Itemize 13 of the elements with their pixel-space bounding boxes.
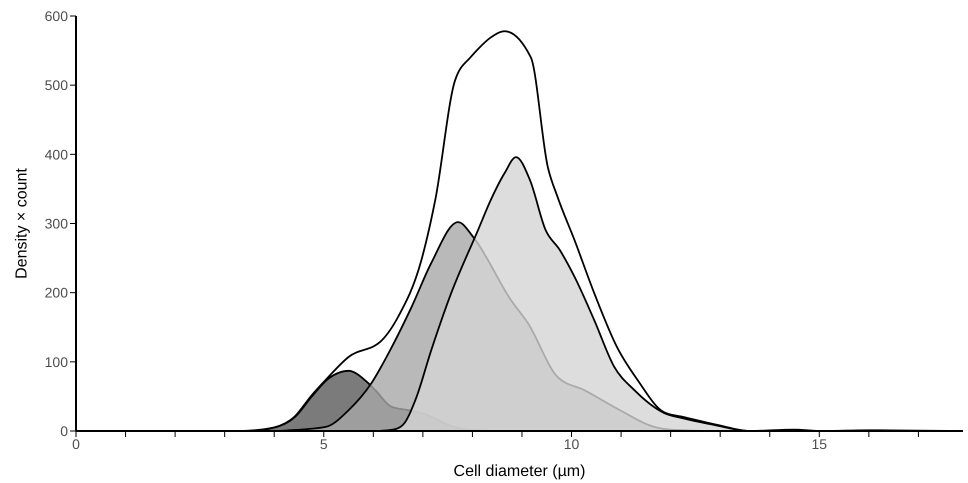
y-axis-title: Density × count — [14, 168, 30, 279]
y-tick-label: 100 — [44, 354, 68, 370]
x-tick-label: 15 — [812, 436, 828, 452]
y-tick-label: 600 — [44, 8, 68, 24]
y-tick-label: 300 — [44, 215, 68, 232]
x-tick-label: 0 — [72, 436, 80, 452]
x-tick-label: 10 — [564, 436, 580, 452]
x-axis-title: Cell diameter (µm) — [454, 463, 586, 480]
x-tick-label: 5 — [320, 436, 328, 452]
y-tick-label: 200 — [44, 284, 68, 301]
y-tick-label: 400 — [44, 146, 68, 162]
y-tick-label: 500 — [44, 77, 68, 94]
y-tick-label: 0 — [60, 422, 68, 439]
